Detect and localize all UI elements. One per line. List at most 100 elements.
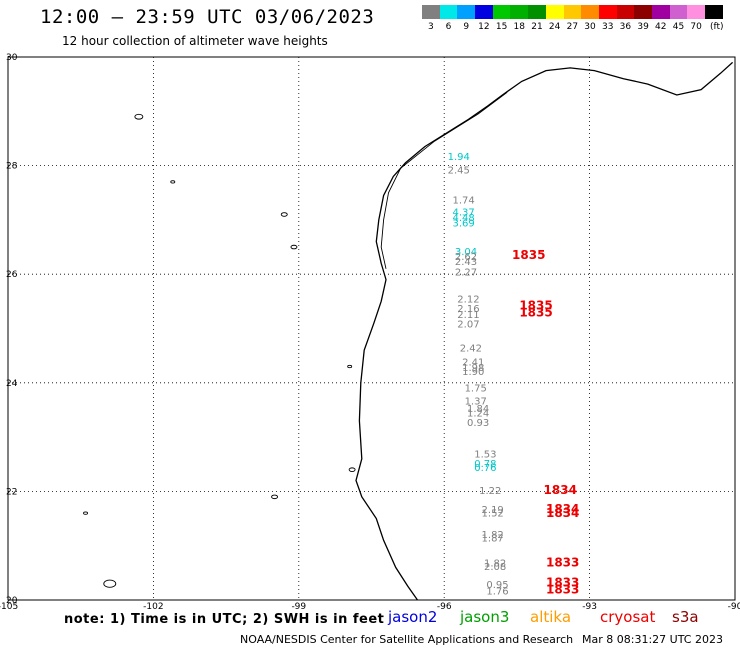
legend-entry: 30 xyxy=(581,5,599,32)
lat-tick-label: 24 xyxy=(6,379,18,389)
pass-time-label: 1834 xyxy=(546,502,579,516)
legend-entry xyxy=(705,5,723,32)
wave-height-value: 2.62 xyxy=(455,252,477,263)
wave-height-value: 2.07 xyxy=(457,319,479,330)
lat-tick-label: 20 xyxy=(6,596,18,606)
legend-label: 9 xyxy=(463,22,470,32)
pass-time-label: 1833 xyxy=(546,582,579,596)
pass-time-label: 1834 xyxy=(544,483,577,497)
satellite-jason3: jason3 xyxy=(460,608,510,626)
lat-tick-label: 22 xyxy=(6,487,17,497)
legend-unit: (ft) xyxy=(710,22,724,32)
legend-swatch xyxy=(581,5,599,19)
legend-entry: 21 xyxy=(528,5,546,32)
wave-height-value: 0.95 xyxy=(486,580,508,591)
inland-water-outline xyxy=(348,467,356,472)
wave-height-value: 1.22 xyxy=(479,486,501,497)
satellite-altika: altika xyxy=(530,608,572,626)
legend-swatch xyxy=(669,5,688,19)
legend-label: 18 xyxy=(513,22,525,32)
wave-height-value: 4.37 xyxy=(452,208,474,219)
wave-height-value: 2.43 xyxy=(455,257,477,268)
legend-swatch xyxy=(528,5,546,19)
legend-swatch xyxy=(422,5,440,19)
pass-time-label: 1835 xyxy=(519,306,552,320)
legend-entry: 33 xyxy=(598,5,617,32)
inland-water-outline xyxy=(290,244,298,250)
pass-time-label: 1833 xyxy=(546,555,579,569)
legend-label: 24 xyxy=(548,22,561,32)
pass-time-label: 1835 xyxy=(512,248,545,262)
inland-water-outline xyxy=(134,113,144,120)
inland-water-outline xyxy=(271,494,279,500)
wave-height-value: 2.42 xyxy=(460,343,482,354)
wave-height-value: 1.52 xyxy=(482,508,504,519)
wave-height-value: 1.37 xyxy=(465,397,487,408)
satellite-s3a: s3a xyxy=(672,608,699,626)
legend-swatch xyxy=(510,5,529,19)
pass-time-label: 1833 xyxy=(546,575,579,589)
legend-entry: 12 xyxy=(475,5,493,32)
wave-height-value: 1.53 xyxy=(474,450,496,461)
legend-entry: 45 xyxy=(669,5,688,32)
wave-height-value: 1.87 xyxy=(482,533,504,544)
map-frame xyxy=(7,56,736,601)
legend-swatch xyxy=(616,5,635,19)
wave-height-value: 1.90 xyxy=(462,367,484,378)
wave-height-value: 2.41 xyxy=(462,357,484,368)
wave-height-value: 2.19 xyxy=(482,505,504,516)
wave-height-value: 0.93 xyxy=(467,418,489,429)
lat-tick-label: 26 xyxy=(6,270,18,280)
legend-swatch xyxy=(457,5,476,19)
legend-label: 33 xyxy=(601,22,614,32)
legend-swatch xyxy=(651,5,670,19)
inland-water-outline xyxy=(103,579,117,588)
wave-height-value: 2.08 xyxy=(484,562,506,573)
legend-entry: 15 xyxy=(492,5,511,32)
wave-height-value: 2.16 xyxy=(457,304,479,315)
lon-tick-label: -105 xyxy=(0,602,18,612)
wave-height-value: 2.45 xyxy=(448,166,470,177)
wave-height-value: 3.69 xyxy=(452,218,474,229)
legend-label: 39 xyxy=(637,22,649,32)
legend-label: 27 xyxy=(566,22,579,32)
legend-swatch xyxy=(439,5,458,19)
legend-label: 21 xyxy=(531,22,543,32)
legend-entry: 18 xyxy=(510,5,529,32)
legend-swatch xyxy=(634,5,652,19)
lon-tick-label: -99 xyxy=(291,602,306,612)
inland-water-outline xyxy=(170,180,176,184)
page-subtitle: 12 hour collection of altimeter wave hei… xyxy=(62,34,328,48)
inland-water-outline xyxy=(347,364,353,369)
page-title: 12:00 – 23:59 UTC 03/06/2023 xyxy=(40,6,375,28)
wave-height-value: 2.11 xyxy=(457,310,479,321)
inland-water-outline xyxy=(83,511,88,515)
legend-swatch xyxy=(563,5,582,19)
legend-swatch xyxy=(475,5,493,19)
legend-swatch xyxy=(705,5,723,19)
wave-height-value: 1.74 xyxy=(452,196,474,207)
wave-height-value: 1.94 xyxy=(448,152,470,163)
legend-entry: 6 xyxy=(439,5,458,32)
footer-note: note: 1) Time is in UTC; 2) SWH is in fe… xyxy=(64,612,385,627)
wave-height-value: 3.04 xyxy=(455,247,477,258)
wave-height-value: 0.76 xyxy=(474,463,496,474)
wave-height-value: 2.12 xyxy=(457,294,479,305)
pass-time-label: 1835 xyxy=(519,298,552,312)
wave-height-value: 1.24 xyxy=(467,408,489,419)
wave-height-value: 0.78 xyxy=(474,459,496,470)
lat-tick-label: 28 xyxy=(6,162,18,172)
legend-entry: 27 xyxy=(563,5,582,32)
legend-entry: 9 xyxy=(457,5,476,32)
legend-entry: 3 xyxy=(422,5,440,32)
lon-tick-label: -93 xyxy=(582,602,597,612)
wave-height-value: 2.27 xyxy=(455,267,477,278)
inland-water-outline xyxy=(280,212,288,217)
satellite-cryosat: cryosat xyxy=(600,608,656,626)
color-legend: 3 6 9 12 15 18 21 24 27 30 33 36 39 42 45 70 xyxy=(422,5,723,32)
barrier-island xyxy=(380,91,508,269)
legend-entry: 24 xyxy=(545,5,564,32)
legend-swatch xyxy=(687,5,705,19)
legend-label: 30 xyxy=(584,22,596,32)
